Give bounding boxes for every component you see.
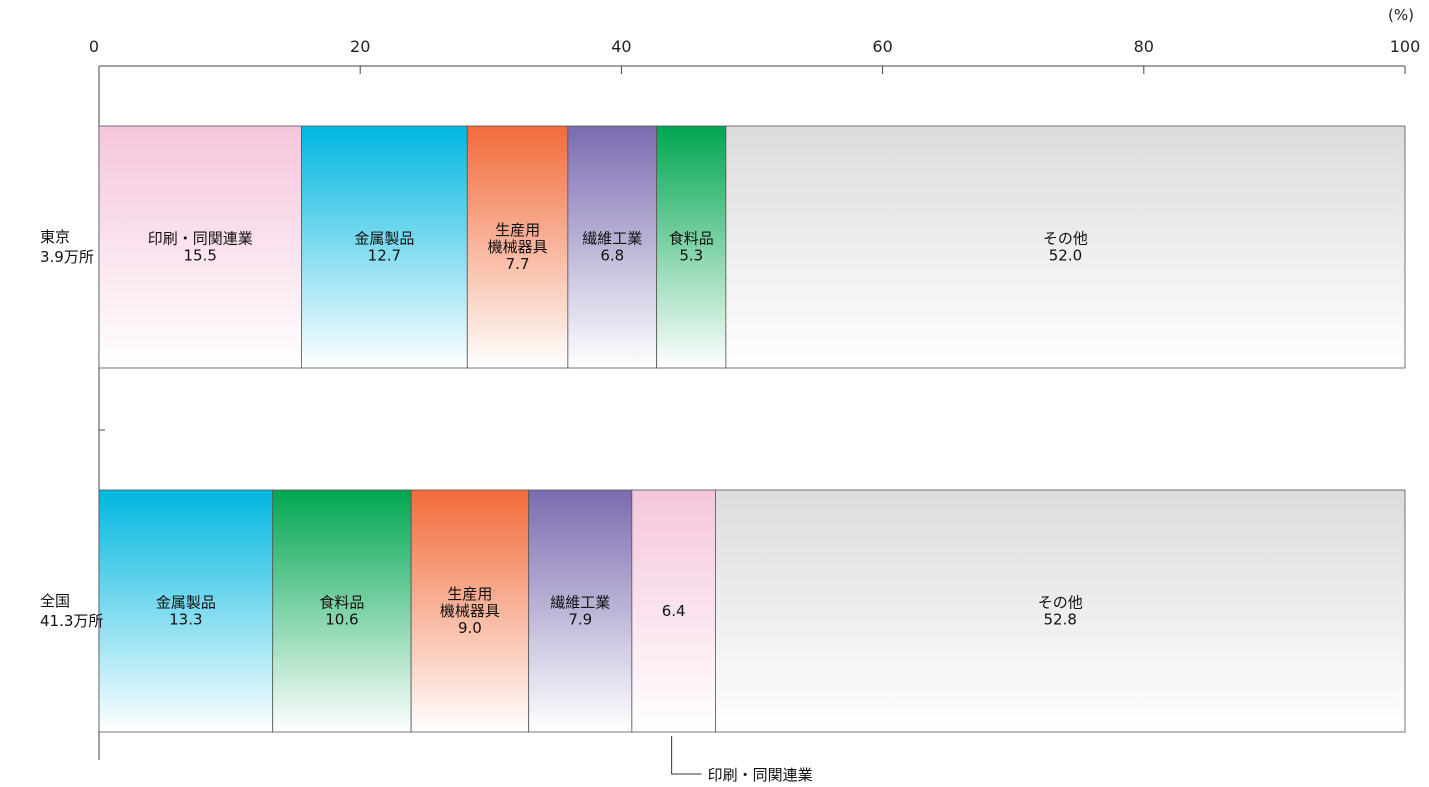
segment-label: 生産用 (447, 585, 492, 603)
segment-value-label: 6.8 (600, 247, 624, 265)
bar-segment (98, 125, 302, 369)
segment-label: 繊維工業 (582, 230, 642, 248)
segment-value-label: 9.0 (458, 619, 482, 637)
bar-segment (301, 125, 468, 369)
segment-label: 食料品 (669, 230, 714, 248)
x-tick-label: 100 (1390, 37, 1421, 56)
row-label-line: 3.9万所 (40, 248, 94, 266)
bar-segment (410, 489, 530, 733)
bar-segment (466, 125, 569, 369)
bar-segment (715, 489, 1406, 733)
segment-value-label: 52.8 (1044, 611, 1077, 629)
x-tick-label: 0 (89, 37, 99, 56)
segment-value-label: 10.6 (325, 611, 358, 629)
segment-label: 機械器具 (440, 602, 500, 620)
bar-segment (725, 125, 1406, 369)
row-label-line: 41.3万所 (40, 612, 103, 630)
segment-value-label: 7.9 (568, 611, 592, 629)
segment-value-label: 15.5 (184, 247, 217, 265)
bar-segment (567, 125, 658, 369)
segment-label: 印刷・同関連業 (148, 230, 253, 248)
bar-segment (272, 489, 412, 733)
segment-label: 金属製品 (156, 594, 216, 612)
segment-label: 繊維工業 (550, 594, 610, 612)
x-tick-label: 60 (872, 37, 892, 56)
segment-value-label: 7.7 (506, 255, 530, 273)
bar-segment (656, 125, 727, 369)
row-label-line: 東京 (40, 228, 70, 246)
callout-label: 印刷・同関連業 (708, 766, 813, 784)
bar-segment (98, 489, 274, 733)
segment-label: 食料品 (319, 594, 364, 612)
bar-segment (631, 489, 716, 733)
row-label-line: 全国 (40, 592, 70, 610)
segment-value-label: 12.7 (368, 247, 401, 265)
callout-line (671, 736, 702, 775)
segment-value-label: 5.3 (679, 247, 703, 265)
unit-label: (%) (1388, 6, 1414, 24)
segment-value-label: 13.3 (169, 611, 202, 629)
x-tick-label: 40 (611, 37, 631, 56)
segment-value-label: 6.4 (662, 602, 686, 620)
segment-label: その他 (1043, 230, 1088, 248)
segment-value-label: 52.0 (1049, 247, 1082, 265)
segment-label: その他 (1038, 594, 1083, 612)
x-tick-label: 20 (350, 37, 370, 56)
segment-label: 機械器具 (488, 238, 548, 256)
segment-label: 金属製品 (354, 230, 414, 248)
bars: 印刷・同関連業15.5金属製品12.7生産用機械器具7.7繊維工業6.8食料品5… (98, 125, 1406, 784)
segment-label: 生産用 (495, 221, 540, 239)
x-tick-label: 80 (1134, 37, 1154, 56)
